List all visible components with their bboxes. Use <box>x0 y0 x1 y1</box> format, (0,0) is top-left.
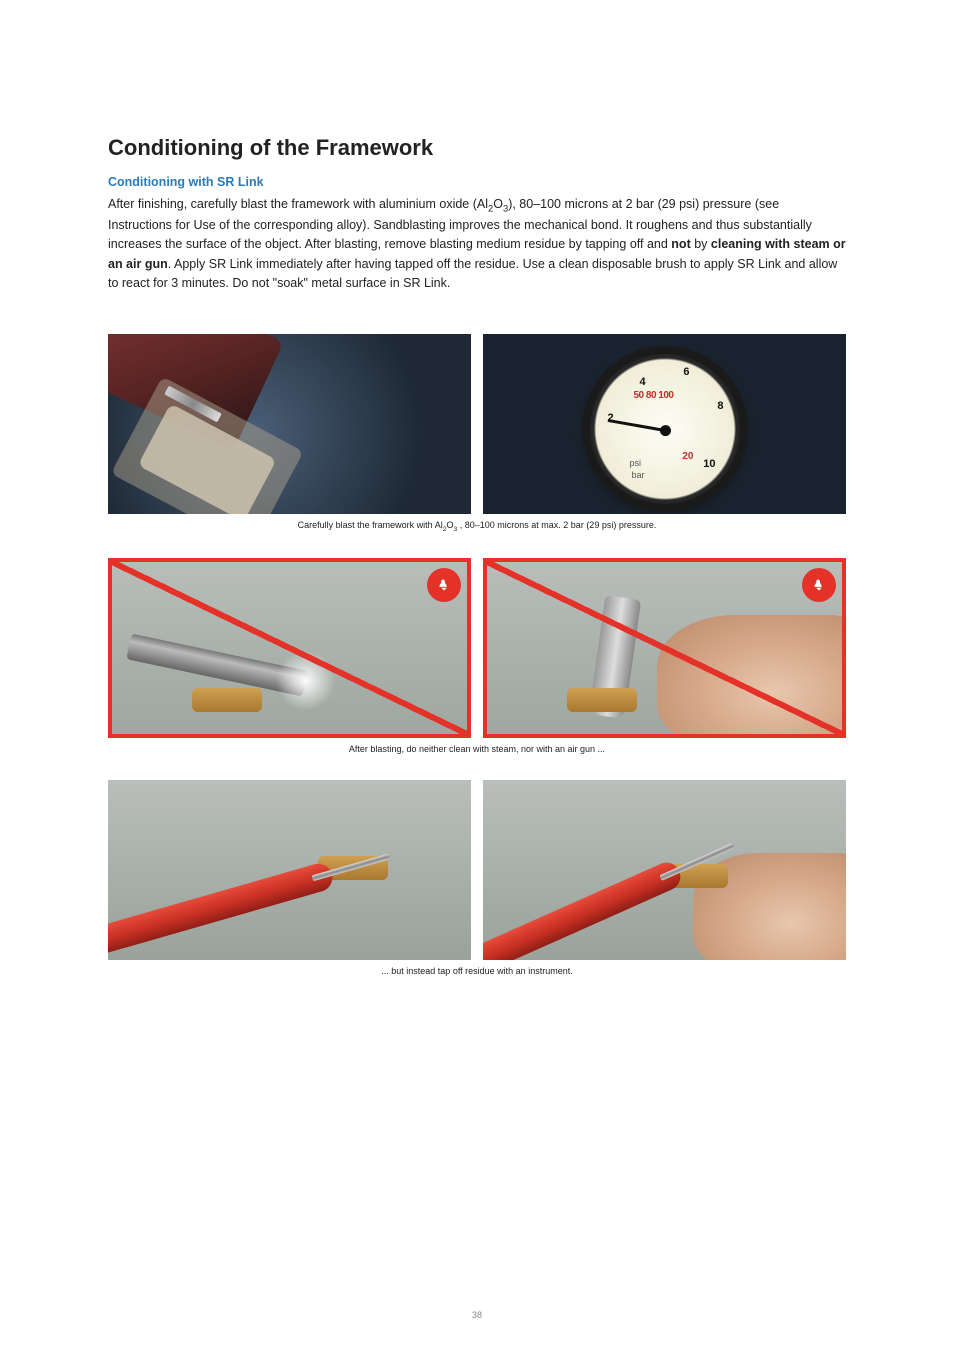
body-bold: not <box>671 237 690 251</box>
body-text-fragment: . Apply SR Link immediately after having… <box>108 257 837 290</box>
airgun-nozzle-icon <box>589 595 641 719</box>
gauge-unit-psi: psi <box>630 458 642 468</box>
caption-row-1: Carefully blast the framework with Al2O3… <box>108 520 846 533</box>
caption-row-2: After blasting, do neither clean with st… <box>108 744 846 754</box>
body-text-fragment: by <box>691 237 711 251</box>
instrument-icon <box>483 858 685 960</box>
caption-row-3: ... but instead tap off residue with an … <box>108 966 846 976</box>
image-row-1: 2 4 6 8 10 50 80 100 20 psi bar <box>108 334 846 514</box>
gauge-redscale: 50 80 100 <box>634 390 674 401</box>
steam-tool-icon <box>126 634 307 697</box>
body-text-fragment: After finishing, carefully blast the fra… <box>108 197 488 211</box>
page-number: 38 <box>0 1310 954 1320</box>
body-paragraph: After finishing, carefully blast the fra… <box>108 195 846 294</box>
gauge-needle-icon <box>607 418 665 431</box>
gauge-tick: 6 <box>683 366 689 378</box>
framework-piece-icon <box>192 688 262 712</box>
prohibited-icon <box>802 568 836 602</box>
gauge-tick: 4 <box>640 376 646 388</box>
figure-tap-off-1 <box>108 780 471 960</box>
section-subheading: Conditioning with SR Link <box>108 175 846 189</box>
figure-no-airgun <box>483 558 846 738</box>
figure-sandblasting <box>108 334 471 514</box>
gauge-redscale: 20 <box>682 451 693 462</box>
page-heading: Conditioning of the Framework <box>108 135 846 161</box>
gauge-unit-bar: bar <box>632 470 645 480</box>
image-row-2 <box>108 558 846 738</box>
framework-piece-icon <box>567 688 637 712</box>
caption-text: , 80–100 microns at max. 2 bar (29 psi) … <box>457 520 656 530</box>
image-row-3 <box>108 780 846 960</box>
figure-tap-off-2 <box>483 780 846 960</box>
prohibited-icon <box>427 568 461 602</box>
gauge-tick: 8 <box>717 400 723 412</box>
hand-icon <box>657 615 846 738</box>
gauge-tick: 10 <box>703 458 715 470</box>
gauge-icon: 2 4 6 8 10 50 80 100 20 psi bar <box>590 354 740 504</box>
figure-pressure-gauge: 2 4 6 8 10 50 80 100 20 psi bar <box>483 334 846 514</box>
body-text-fragment: O <box>493 197 503 211</box>
figure-no-steam <box>108 558 471 738</box>
instrument-icon <box>108 861 336 961</box>
caption-text: Carefully blast the framework with Al <box>298 520 443 530</box>
